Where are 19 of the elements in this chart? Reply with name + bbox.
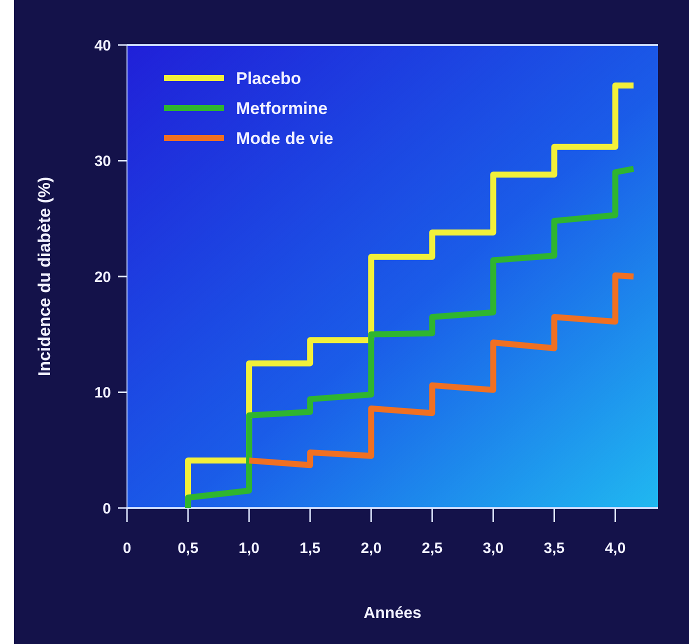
x-tick-label: 4,0 — [604, 540, 626, 557]
y-tick-label: 10 — [94, 384, 111, 402]
x-tick-label: 3,5 — [544, 540, 565, 557]
legend-label: Metformine — [236, 98, 328, 118]
y-tick-label: 0 — [102, 500, 111, 518]
y-axis-title: Incidence du diabète (%) — [35, 176, 54, 376]
x-tick-label: 1,0 — [238, 540, 260, 557]
x-tick-label: 2,0 — [360, 540, 382, 557]
x-axis-title: Années — [364, 605, 422, 622]
y-tick-label: 20 — [94, 268, 111, 286]
legend-label: Placebo — [236, 68, 302, 88]
x-tick-label: 0 — [122, 540, 132, 557]
x-tick-label: 1,5 — [300, 540, 321, 557]
y-tick-label: 30 — [94, 153, 111, 170]
x-tick-label: 3,0 — [482, 540, 504, 557]
y-tick-label: 40 — [94, 37, 111, 54]
x-tick-label: 0,5 — [178, 540, 198, 557]
legend-label: Mode de vie — [236, 128, 334, 148]
x-tick-label: 2,5 — [422, 540, 443, 557]
